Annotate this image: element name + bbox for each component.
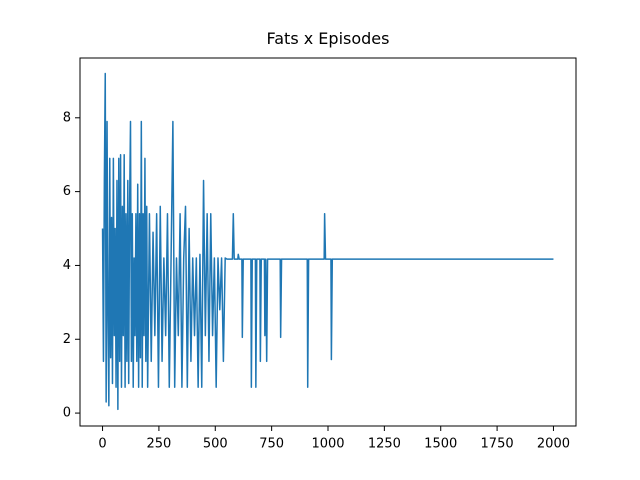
x-tick-label: 1250 xyxy=(368,437,401,452)
x-tick-label: 1750 xyxy=(481,437,514,452)
x-tick-label: 0 xyxy=(98,437,106,452)
x-tick-label: 500 xyxy=(203,437,228,452)
data-line xyxy=(101,72,554,411)
y-tick-label: 6 xyxy=(63,184,71,199)
y-tick-label: 2 xyxy=(63,332,71,347)
chart-title: Fats x Episodes xyxy=(267,29,390,48)
x-tick-label: 2000 xyxy=(537,437,570,452)
x-tick-label: 250 xyxy=(146,437,171,452)
x-tick-label: 750 xyxy=(259,437,284,452)
y-tick-label: 8 xyxy=(63,110,71,125)
y-tick-label: 4 xyxy=(63,258,71,273)
x-tick-label: 1500 xyxy=(424,437,457,452)
plot-frame xyxy=(79,57,577,427)
y-tick-label: 0 xyxy=(63,406,71,421)
x-tick-label: 1000 xyxy=(311,437,344,452)
